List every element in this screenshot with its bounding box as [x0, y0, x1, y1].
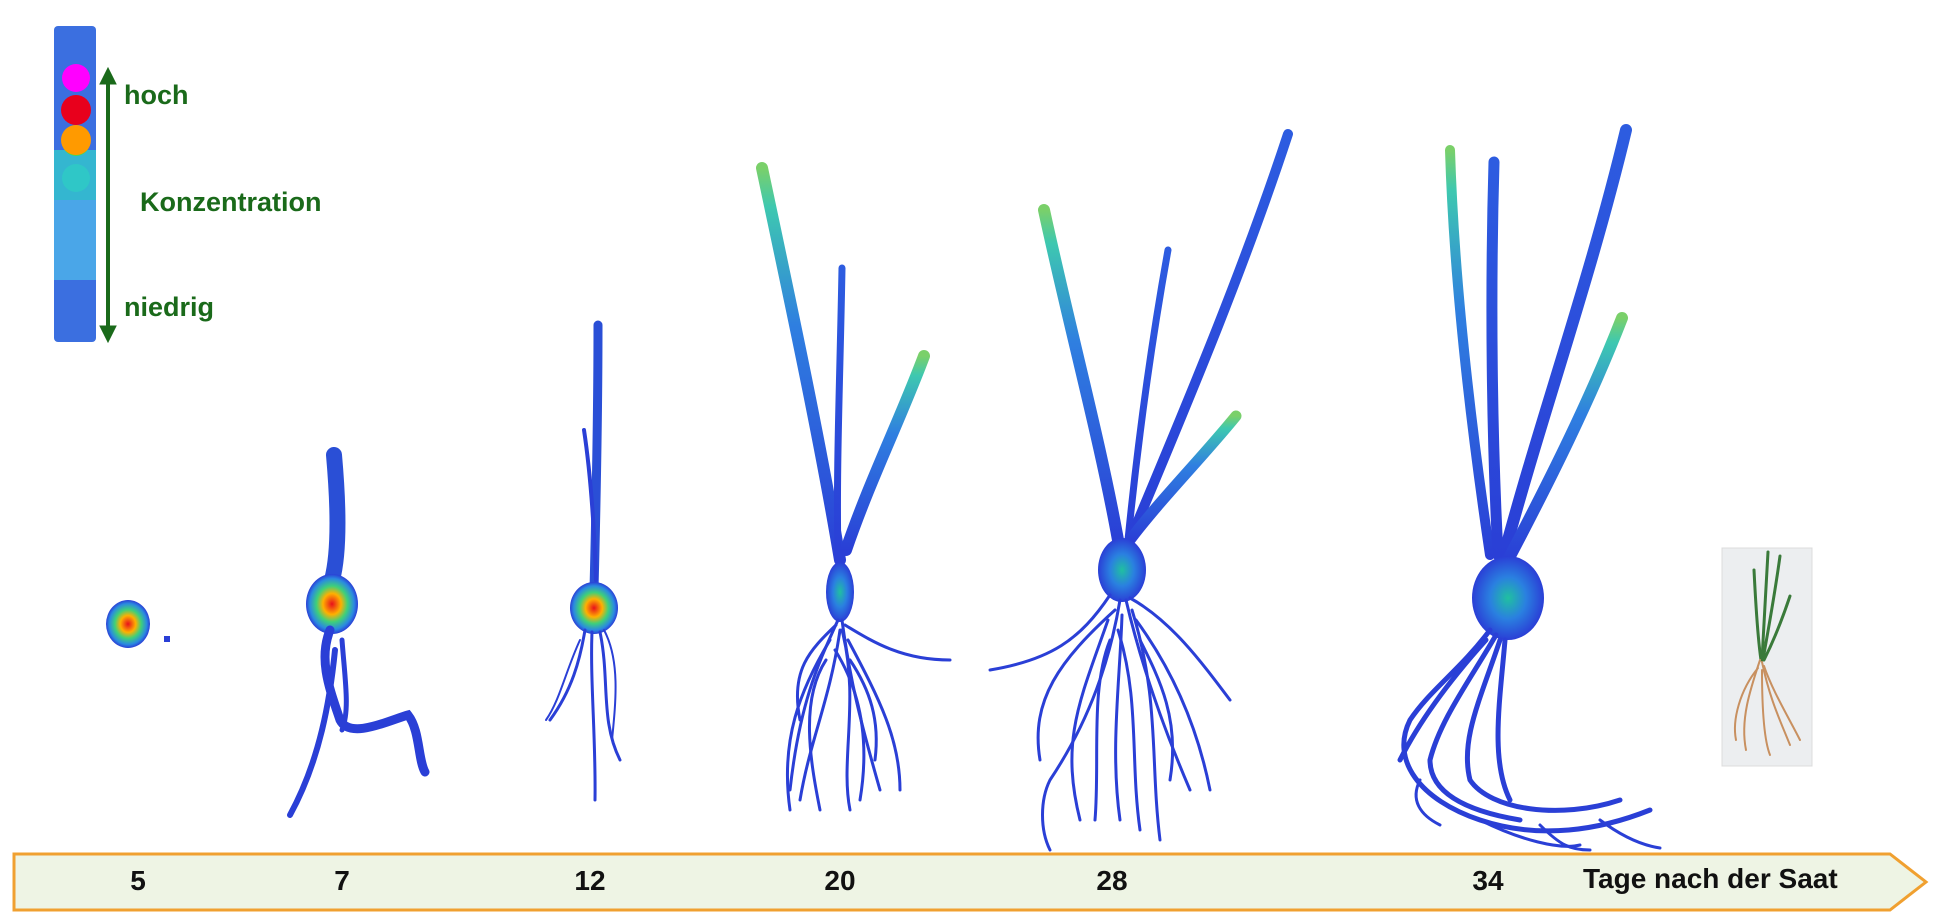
scale-dot	[62, 64, 90, 92]
scale-dot	[62, 164, 90, 192]
scale-band	[54, 200, 96, 280]
timeline-axis-label: Tage nach der Saat	[1583, 863, 1838, 894]
scale-dot	[61, 125, 91, 155]
day-label-7: 7	[334, 865, 350, 896]
seedling-photo	[1721, 547, 1813, 767]
concentration-scale	[54, 26, 96, 342]
day-label-5: 5	[130, 865, 146, 896]
legend-quantity-label: Konzentration	[140, 187, 322, 217]
plant-day-5	[106, 600, 170, 648]
plant-day-34	[1397, 124, 1662, 852]
day-label-20: 20	[824, 865, 856, 896]
plant-day-28	[988, 129, 1293, 852]
legend-high-label: hoch	[124, 80, 189, 110]
plant-day-12	[545, 320, 622, 802]
scale-dot	[61, 95, 91, 125]
concentration-arrow	[99, 66, 117, 344]
day-label-28: 28	[1096, 865, 1128, 896]
plant-day-20	[756, 162, 952, 812]
timeline-bar	[12, 852, 1929, 912]
plant-day-7	[287, 447, 430, 818]
day-label-34: 34	[1472, 865, 1504, 896]
day-label-12: 12	[574, 865, 606, 896]
seed	[106, 600, 150, 648]
legend-low-label: niedrig	[124, 292, 215, 322]
